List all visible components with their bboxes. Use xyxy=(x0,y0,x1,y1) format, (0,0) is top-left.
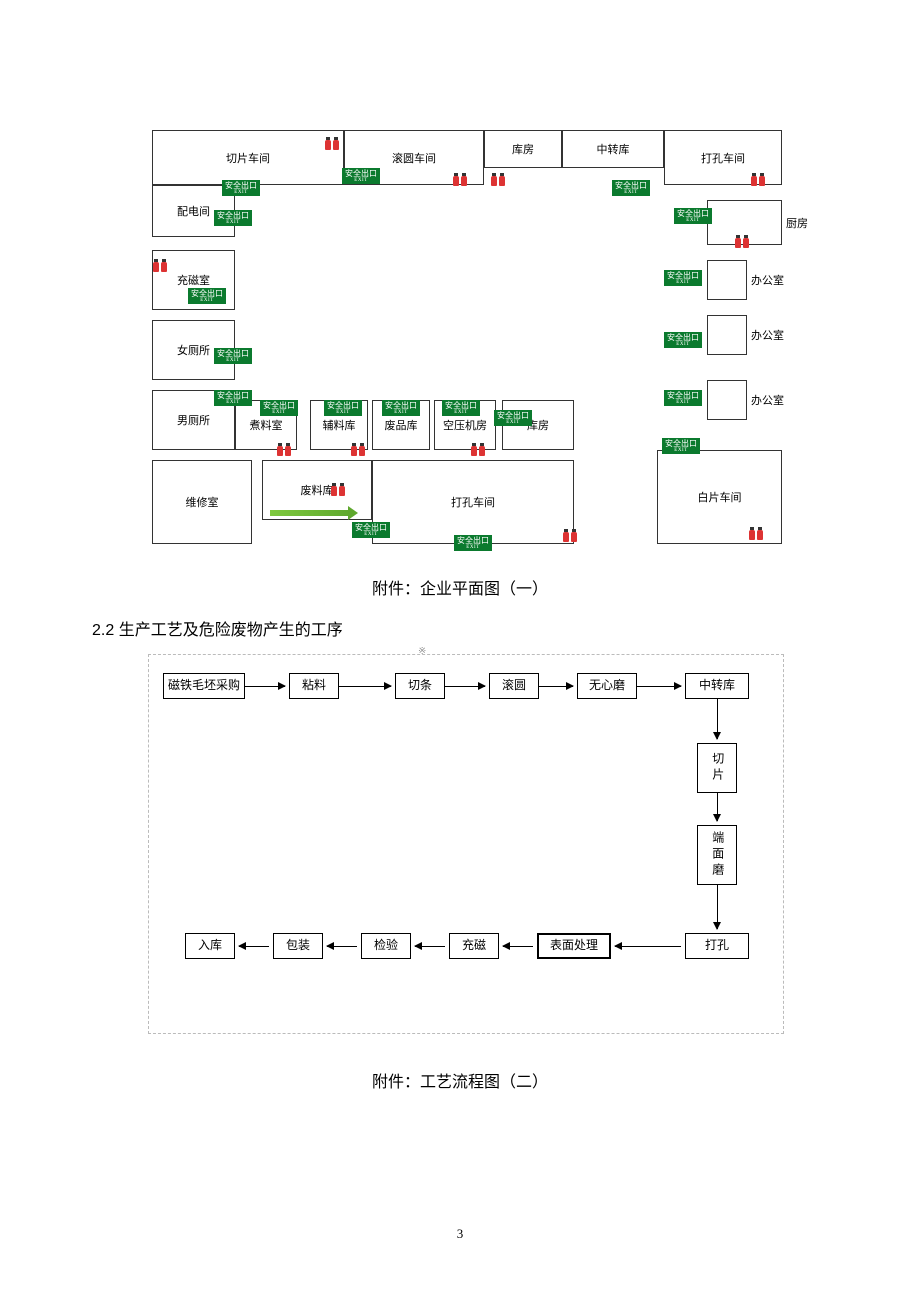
room-label-bangong2: 办公室 xyxy=(751,327,784,343)
exit-sign: 安全出口 xyxy=(382,400,420,416)
room-kufang1: 库房 xyxy=(484,130,562,168)
extinguisher-icon xyxy=(276,442,292,456)
flow-node-n1: 磁铁毛坯采购 xyxy=(163,673,245,699)
flow-arrow xyxy=(717,885,718,929)
room-weixiu: 维修室 xyxy=(152,460,252,544)
exit-sign: 安全出口 xyxy=(222,180,260,196)
flow-node-n14: 入库 xyxy=(185,933,235,959)
flow-arrow xyxy=(717,793,718,821)
exit-sign: 安全出口 xyxy=(214,390,252,406)
exit-sign: 安全出口 xyxy=(674,208,712,224)
extinguisher-icon xyxy=(562,528,578,542)
flow-arrow xyxy=(445,686,485,687)
extinguisher-icon xyxy=(452,172,468,186)
flow-node-n10: 表面处理 xyxy=(537,933,611,959)
flowchart-caption: 附件：工艺流程图（二） xyxy=(0,1068,920,1092)
exit-sign: 安全出口 xyxy=(352,522,390,538)
exit-sign: 安全出口 xyxy=(664,270,702,286)
direction-arrow xyxy=(270,510,350,516)
room-bangong2 xyxy=(707,315,747,355)
flow-arrow xyxy=(327,946,357,947)
room-zhongzhuan: 中转库 xyxy=(562,130,664,168)
flow-node-n2: 粘料 xyxy=(289,673,339,699)
extinguisher-icon xyxy=(750,172,766,186)
flow-node-n3: 切条 xyxy=(395,673,445,699)
extinguisher-icon xyxy=(748,526,764,540)
flow-node-n13: 包装 xyxy=(273,933,323,959)
flow-arrow xyxy=(637,686,681,687)
exit-sign: 安全出口 xyxy=(324,400,362,416)
flow-node-n4: 滚圆 xyxy=(489,673,539,699)
exit-sign: 安全出口 xyxy=(214,210,252,226)
extinguisher-icon xyxy=(330,482,346,496)
section-heading: 2.2 生产工艺及危险废物产生的工序 xyxy=(92,616,343,640)
floorplan-diagram: 切片车间滚圆车间库房中转库打孔车间配电间充磁室女厕所男厕所维修室煮料室辅料库废品… xyxy=(152,130,784,544)
room-dakong2: 打孔车间 xyxy=(372,460,574,544)
exit-sign: 安全出口 xyxy=(494,410,532,426)
extinguisher-icon xyxy=(152,258,168,272)
flow-node-n8: 端面磨 xyxy=(697,825,737,885)
extinguisher-icon xyxy=(490,172,506,186)
floorplan-caption: 附件：企业平面图（一） xyxy=(0,575,920,599)
room-bangong1 xyxy=(707,260,747,300)
exit-sign: 安全出口 xyxy=(442,400,480,416)
room-qiepian: 切片车间 xyxy=(152,130,344,185)
flow-node-n11: 充磁 xyxy=(449,933,499,959)
extinguisher-icon xyxy=(324,136,340,150)
exit-sign: 安全出口 xyxy=(260,400,298,416)
room-bangong3 xyxy=(707,380,747,420)
flow-arrow xyxy=(245,686,285,687)
exit-sign: 安全出口 xyxy=(214,348,252,364)
exit-sign: 安全出口 xyxy=(662,438,700,454)
exit-sign: 安全出口 xyxy=(188,288,226,304)
flowchart-diagram: 磁铁毛坯采购 粘料 切条 滚圆 无心磨 中转库切片端面磨打孔 表面处理 充磁 检验 包装 入库 xyxy=(148,654,784,1034)
extinguisher-icon xyxy=(734,234,750,248)
flow-arrow xyxy=(539,686,573,687)
extinguisher-icon xyxy=(350,442,366,456)
exit-sign: 安全出口 xyxy=(612,180,650,196)
flow-node-n6: 中转库 xyxy=(685,673,749,699)
flow-node-n12: 检验 xyxy=(361,933,411,959)
exit-sign: 安全出口 xyxy=(342,168,380,184)
flow-node-n5: 无心磨 xyxy=(577,673,637,699)
flow-arrow xyxy=(339,686,391,687)
flow-arrow xyxy=(503,946,533,947)
exit-sign: 安全出口 xyxy=(454,535,492,551)
flow-arrow xyxy=(415,946,445,947)
flow-node-n9: 打孔 xyxy=(685,933,749,959)
flow-arrow xyxy=(615,946,681,947)
flow-arrow xyxy=(717,699,718,739)
flow-arrow xyxy=(239,946,269,947)
room-label-bangong3: 办公室 xyxy=(751,392,784,408)
exit-sign: 安全出口 xyxy=(664,390,702,406)
exit-sign: 安全出口 xyxy=(664,332,702,348)
page-number: 3 xyxy=(0,1226,920,1242)
extinguisher-icon xyxy=(470,442,486,456)
room-label-chufang: 厨房 xyxy=(786,215,808,231)
flow-node-n7: 切片 xyxy=(697,743,737,793)
room-label-bangong1: 办公室 xyxy=(751,272,784,288)
